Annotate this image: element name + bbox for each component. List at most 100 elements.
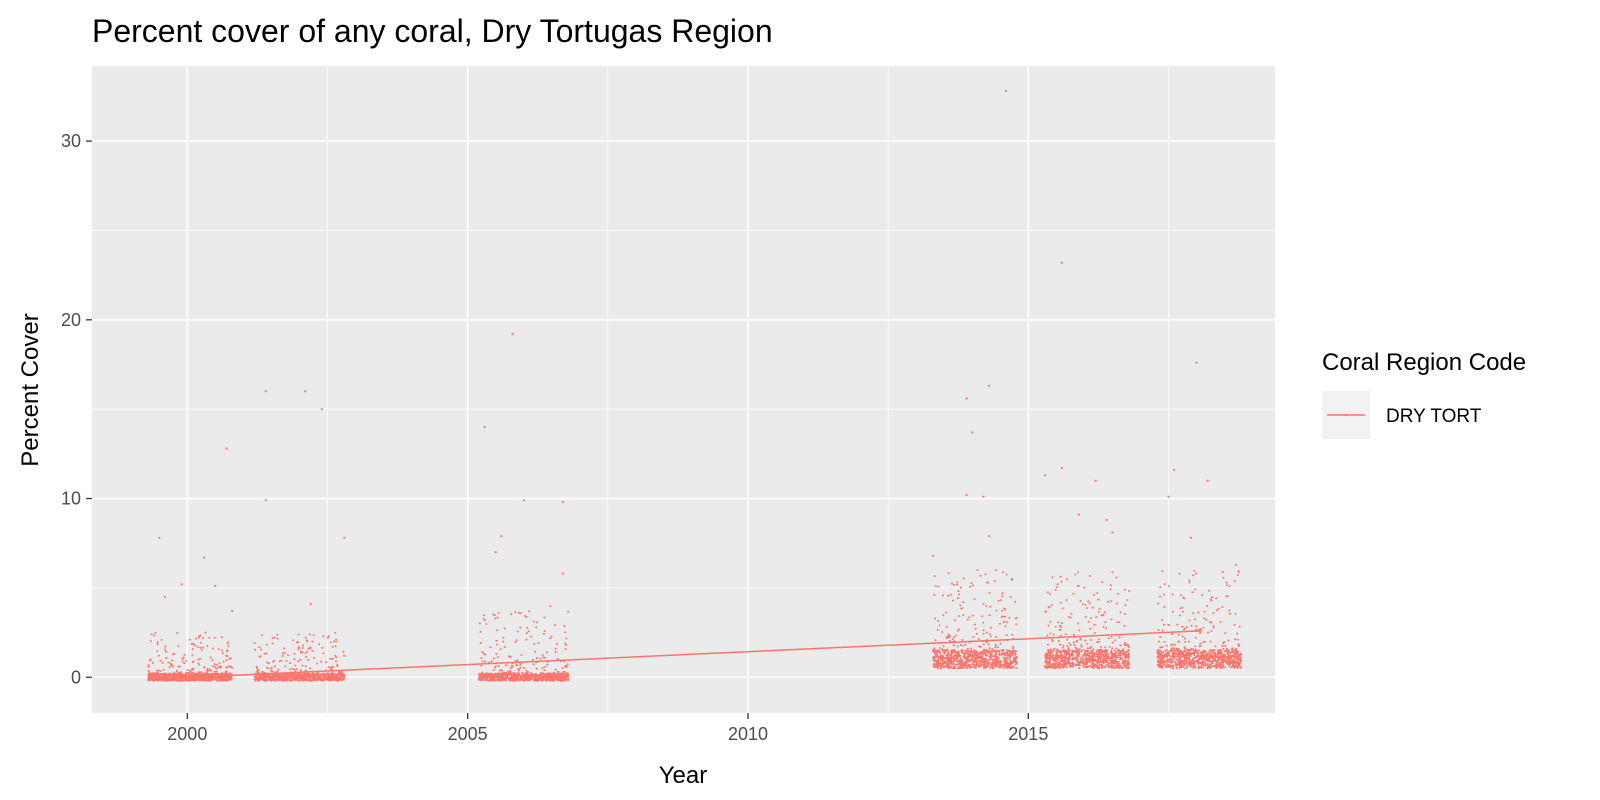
data-point bbox=[331, 672, 334, 675]
data-point bbox=[952, 644, 955, 647]
data-point bbox=[330, 668, 332, 671]
data-point bbox=[553, 624, 556, 627]
data-point bbox=[155, 669, 158, 672]
data-point bbox=[194, 678, 196, 680]
data-point bbox=[1080, 656, 1083, 659]
data-point bbox=[944, 656, 947, 659]
data-point bbox=[293, 658, 296, 661]
data-point bbox=[508, 673, 510, 676]
data-point bbox=[1113, 649, 1116, 652]
data-point bbox=[1088, 654, 1091, 657]
data-point bbox=[947, 662, 949, 665]
data-point bbox=[1206, 652, 1209, 655]
data-point bbox=[495, 676, 498, 679]
data-point bbox=[941, 661, 944, 663]
data-point bbox=[1203, 654, 1205, 657]
data-point bbox=[218, 676, 221, 679]
data-point bbox=[981, 615, 984, 618]
data-point bbox=[554, 647, 557, 650]
data-point bbox=[992, 666, 995, 669]
data-point bbox=[1193, 650, 1196, 653]
data-point bbox=[955, 651, 958, 653]
data-point bbox=[523, 679, 526, 682]
data-point bbox=[1005, 666, 1008, 669]
data-point bbox=[1124, 653, 1127, 656]
data-point bbox=[961, 659, 964, 662]
data-point bbox=[969, 585, 971, 588]
data-point bbox=[1188, 665, 1191, 667]
data-point bbox=[519, 626, 522, 629]
data-point bbox=[1009, 656, 1012, 659]
data-point bbox=[1092, 664, 1095, 667]
data-point bbox=[510, 613, 513, 616]
data-point bbox=[565, 637, 568, 640]
data-point bbox=[265, 652, 268, 655]
data-point bbox=[940, 667, 943, 670]
data-point bbox=[991, 658, 994, 661]
data-point bbox=[980, 655, 983, 658]
data-point bbox=[489, 677, 491, 680]
data-point bbox=[511, 679, 514, 682]
data-point bbox=[296, 675, 299, 678]
data-point bbox=[1047, 651, 1050, 654]
data-point bbox=[1236, 661, 1238, 663]
data-point bbox=[1005, 651, 1008, 654]
data-point bbox=[998, 650, 1001, 653]
data-point bbox=[956, 659, 958, 662]
data-point bbox=[500, 675, 503, 678]
data-point bbox=[966, 618, 969, 621]
data-point bbox=[958, 660, 961, 663]
data-point bbox=[1049, 632, 1052, 635]
data-point bbox=[1047, 664, 1050, 667]
data-point bbox=[1117, 654, 1120, 657]
data-point bbox=[290, 679, 292, 682]
data-point bbox=[1239, 656, 1242, 659]
data-point bbox=[1003, 607, 1005, 610]
data-point bbox=[1089, 638, 1092, 641]
data-point bbox=[1111, 647, 1114, 650]
data-point bbox=[983, 648, 986, 651]
data-point bbox=[181, 678, 184, 681]
data-point bbox=[963, 653, 966, 656]
data-point bbox=[530, 672, 533, 674]
data-point bbox=[326, 672, 329, 675]
data-point bbox=[533, 674, 536, 677]
data-point bbox=[937, 664, 940, 667]
data-point bbox=[493, 678, 496, 681]
data-point bbox=[497, 611, 500, 614]
data-point bbox=[296, 672, 299, 675]
data-point bbox=[564, 642, 567, 645]
data-point bbox=[148, 678, 151, 681]
data-point bbox=[1084, 615, 1087, 618]
data-point bbox=[979, 661, 982, 664]
data-point bbox=[503, 627, 506, 630]
data-point bbox=[1092, 648, 1095, 651]
data-point bbox=[172, 665, 174, 668]
data-point bbox=[1228, 659, 1231, 662]
data-point bbox=[202, 646, 205, 649]
data-point bbox=[1230, 657, 1232, 659]
data-point bbox=[1173, 656, 1175, 658]
data-point bbox=[331, 657, 334, 660]
data-point bbox=[561, 667, 564, 670]
data-point bbox=[959, 654, 961, 657]
data-point bbox=[529, 675, 532, 678]
data-point bbox=[496, 656, 499, 659]
data-point bbox=[516, 630, 519, 633]
data-point bbox=[535, 667, 538, 670]
data-point bbox=[982, 663, 985, 666]
data-point bbox=[1225, 662, 1228, 664]
data-point bbox=[282, 675, 285, 678]
data-point bbox=[1005, 657, 1008, 659]
data-point bbox=[320, 674, 323, 677]
data-point bbox=[301, 651, 304, 654]
data-point bbox=[567, 678, 570, 681]
data-point bbox=[1159, 649, 1162, 652]
data-point bbox=[308, 647, 311, 650]
data-point bbox=[1197, 652, 1200, 655]
data-point bbox=[312, 656, 315, 659]
data-point bbox=[322, 635, 325, 638]
data-point bbox=[1124, 642, 1127, 645]
data-point bbox=[1092, 666, 1095, 669]
data-point bbox=[1214, 665, 1216, 668]
